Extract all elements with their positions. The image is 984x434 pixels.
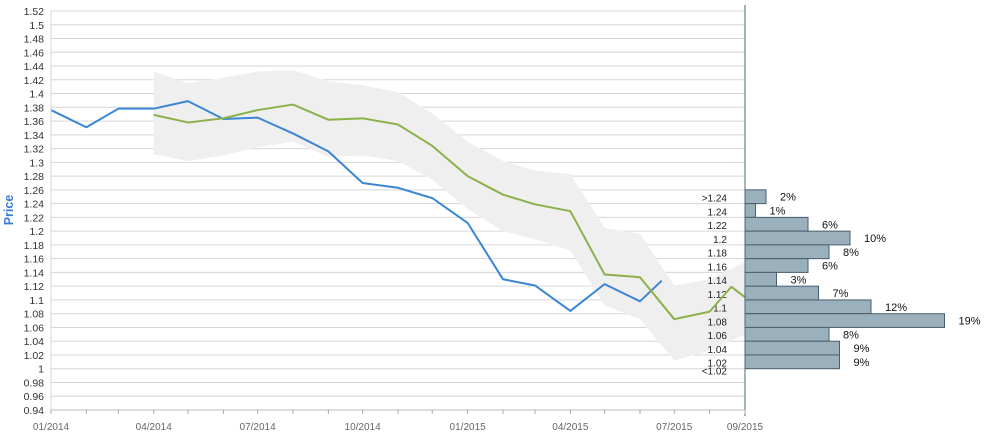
distribution-bar	[744, 244, 830, 260]
distribution-bar	[744, 285, 819, 301]
y-tick-label: 1.2	[29, 226, 44, 238]
distribution-bin-label: <1.02	[702, 367, 728, 378]
y-tick-label: 1.48	[24, 34, 45, 46]
forecast-series-line	[153, 103, 746, 321]
x-tick-label: 01/2015	[450, 422, 487, 433]
y-tick-label: 1.12	[24, 281, 45, 293]
distribution-percent: 9%	[854, 357, 870, 369]
distribution-histogram: 2% >1.24 1% 1.24 6% 1.22 10% 1.2 8% 1.18 6% 1.16 3% 1…	[702, 189, 981, 378]
distribution-percent: 7%	[833, 288, 849, 300]
distribution-bin-label: 1.14	[708, 276, 728, 287]
distribution-bar	[744, 258, 809, 273]
distribution-percent: 2%	[780, 192, 796, 204]
y-tick-label: 1.34	[24, 130, 45, 142]
y-tick-label: 1.52	[24, 6, 45, 18]
y-tick-label: 1.22	[24, 212, 45, 224]
distribution-percent: 8%	[843, 329, 859, 341]
y-tick-label: 1.4	[29, 89, 44, 101]
x-tick-label: 07/2014	[240, 422, 277, 433]
axes: 0.940.960.9811.021.041.061.081.11.121.14…	[24, 5, 764, 433]
y-tick-label: 1.14	[24, 267, 45, 279]
distribution-percent: 12%	[885, 302, 907, 314]
y-tick-label: 1.26	[24, 185, 45, 197]
distribution-bar	[744, 203, 756, 218]
distribution-bin-label: 1.12	[708, 290, 728, 301]
distribution-percent: 3%	[791, 274, 807, 286]
distribution-bar	[744, 354, 840, 370]
series-lines	[50, 100, 746, 321]
distribution-bar	[744, 340, 840, 356]
y-axis-label: Price	[2, 195, 16, 226]
y-tick-label: 1	[38, 364, 44, 376]
distribution-bin-label: 1.2	[713, 235, 727, 246]
distribution-bar	[744, 189, 767, 205]
actual-series-line	[50, 100, 663, 312]
y-tick-label: 1.42	[24, 75, 45, 87]
distribution-bin-label: 1.16	[708, 262, 728, 273]
y-tick-label: 1.1	[29, 295, 44, 307]
y-tick-label: 1.16	[24, 254, 45, 266]
distribution-bar	[744, 299, 872, 315]
forecast-band	[153, 70, 745, 361]
distribution-bin-label: 1.02	[708, 359, 728, 370]
distribution-bin-label: 1.1	[713, 304, 727, 315]
y-tick-label: 1.06	[24, 322, 45, 334]
distribution-percent: 19%	[959, 316, 981, 328]
distribution-percent: 1%	[770, 206, 786, 218]
x-tick-label: 04/2014	[136, 422, 173, 433]
y-tick-label: 1.32	[24, 144, 45, 156]
y-tick-label: 1.08	[24, 309, 45, 321]
x-tick-label: 09/2015	[727, 422, 764, 433]
y-tick-label: 1.24	[24, 199, 45, 211]
distribution-bar	[744, 313, 945, 328]
y-tick-label: 1.18	[24, 240, 45, 252]
distribution-percent: 10%	[864, 233, 886, 245]
y-tick-label: 0.96	[24, 391, 45, 403]
distribution-bin-label: 1.04	[708, 345, 728, 356]
y-tick-label: 1.36	[24, 116, 45, 128]
distribution-percent: 8%	[843, 247, 859, 259]
distribution-bin-label: 1.06	[708, 331, 728, 342]
distribution-percent: 6%	[822, 219, 838, 231]
confidence-band	[153, 70, 745, 361]
y-tick-label: 1.46	[24, 47, 45, 59]
distribution-bin-label: 1.22	[708, 221, 728, 232]
x-tick-label: 04/2015	[552, 422, 589, 433]
distribution-bar	[744, 326, 830, 342]
y-tick-label: 0.98	[24, 377, 45, 389]
distribution-percent: 9%	[854, 343, 870, 355]
y-tick-label: 1.02	[24, 350, 45, 362]
y-tick-label: 1.3	[29, 157, 44, 169]
distribution-bin-label: 1.24	[708, 207, 728, 218]
x-tick-label: 07/2015	[656, 422, 693, 433]
distribution-bin-label: >1.24	[702, 194, 728, 205]
grid-lines	[51, 10, 745, 411]
distribution-bar	[744, 230, 851, 246]
distribution-bar	[744, 216, 809, 232]
y-tick-label: 1.28	[24, 171, 45, 183]
y-tick-label: 1.44	[24, 61, 45, 73]
y-tick-label: 1.5	[29, 20, 44, 32]
distribution-bin-label: 1.18	[708, 249, 728, 260]
x-tick-label: 10/2014	[345, 422, 382, 433]
x-tick-label: 01/2014	[33, 422, 70, 433]
distribution-bar	[744, 271, 777, 287]
y-tick-label: 1.38	[24, 102, 45, 114]
y-tick-label: 1.04	[24, 336, 45, 348]
distribution-bin-label: 1.08	[708, 317, 728, 328]
distribution-percent: 6%	[822, 261, 838, 273]
y-tick-label: 0.94	[24, 405, 45, 417]
